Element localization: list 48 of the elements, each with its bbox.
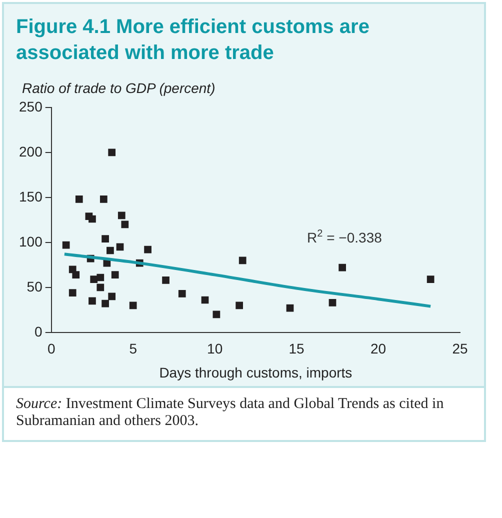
point bbox=[144, 246, 152, 254]
point bbox=[96, 274, 104, 282]
point bbox=[102, 235, 109, 242]
y-tick-label: 250 bbox=[19, 98, 43, 114]
point bbox=[212, 310, 220, 318]
line-series bbox=[62, 252, 432, 308]
point bbox=[118, 212, 126, 220]
point bbox=[108, 148, 116, 156]
point bbox=[72, 271, 80, 278]
point bbox=[201, 296, 209, 304]
point bbox=[88, 297, 96, 305]
y-axis-title: Ratio of trade to GDP (percent) bbox=[22, 80, 216, 96]
x-axis-title: Days through customs, imports bbox=[159, 364, 352, 380]
y-tick-label: 50 bbox=[26, 278, 43, 294]
point bbox=[338, 264, 346, 272]
x-tick-label: 20 bbox=[370, 340, 386, 357]
x-tick-label: 0 bbox=[47, 340, 56, 357]
point bbox=[75, 196, 83, 203]
chart-title: Figure 4.1 More efficient customs are associated with more trade bbox=[16, 15, 370, 66]
x-tick-label: 25 bbox=[452, 340, 468, 357]
point bbox=[238, 256, 246, 264]
y-tick-label: 200 bbox=[19, 143, 43, 160]
point bbox=[96, 284, 104, 292]
point bbox=[116, 243, 124, 251]
point bbox=[62, 241, 70, 249]
point bbox=[102, 300, 109, 308]
point bbox=[111, 271, 119, 278]
point bbox=[108, 292, 116, 300]
point bbox=[100, 196, 108, 203]
point bbox=[426, 276, 434, 283]
x-tick-label: 15 bbox=[288, 340, 305, 357]
point bbox=[178, 290, 186, 298]
point bbox=[286, 304, 294, 312]
point bbox=[121, 220, 129, 228]
point bbox=[90, 276, 98, 283]
y-tick-label: 0 bbox=[34, 323, 43, 340]
x-tick-label: 5 bbox=[129, 340, 138, 357]
point bbox=[328, 299, 336, 306]
point bbox=[129, 302, 137, 310]
x-tick-label: 10 bbox=[207, 340, 223, 357]
point bbox=[236, 302, 244, 310]
y-tick-label: 150 bbox=[19, 188, 43, 204]
point bbox=[162, 276, 170, 284]
y-tick-label: 100 bbox=[19, 233, 43, 250]
source-note: Source: Investment Climate Surveys data and Global Trends as cited in Subramanian and others 2003. bbox=[15, 395, 445, 431]
point bbox=[68, 289, 76, 296]
point bbox=[106, 246, 114, 254]
point bbox=[88, 215, 96, 223]
